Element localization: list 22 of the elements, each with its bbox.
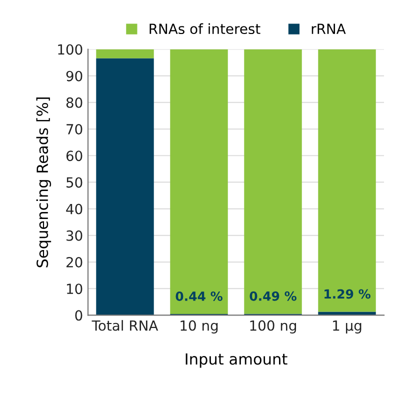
y-axis-title: Sequencing Reads [%] (36, 98, 52, 268)
data-label: 1.29 % (324, 289, 370, 299)
legend-label: RNAs of interest (150, 23, 260, 34)
y-tick-label: 20 (66, 256, 82, 268)
x-tick-label: 1 µg (333, 320, 362, 334)
y-tick-label: 70 (66, 124, 82, 135)
y-tick-label: 0 (75, 310, 82, 321)
y-tick-label: 80 (66, 97, 82, 108)
y-tick-label: 50 (66, 177, 82, 188)
x-tick-label: 10 ng (180, 320, 218, 334)
y-tick-label: 60 (66, 150, 82, 162)
y-tick-label: 40 (66, 204, 82, 214)
y-tick-label: 10 (66, 284, 82, 294)
data-label: 0.49 % (250, 291, 296, 301)
x-axis-title: Input amount (186, 353, 288, 368)
y-tick-label: 90 (66, 70, 82, 82)
x-tick-label: Total RNA (92, 320, 158, 331)
y-tick-label: 100 (58, 44, 82, 55)
legend-label: rRNA (312, 24, 346, 34)
data-label: 0.44 % (176, 292, 222, 301)
y-tick-label: 30 (66, 230, 82, 241)
x-tick-label: 100 ng (250, 320, 296, 334)
